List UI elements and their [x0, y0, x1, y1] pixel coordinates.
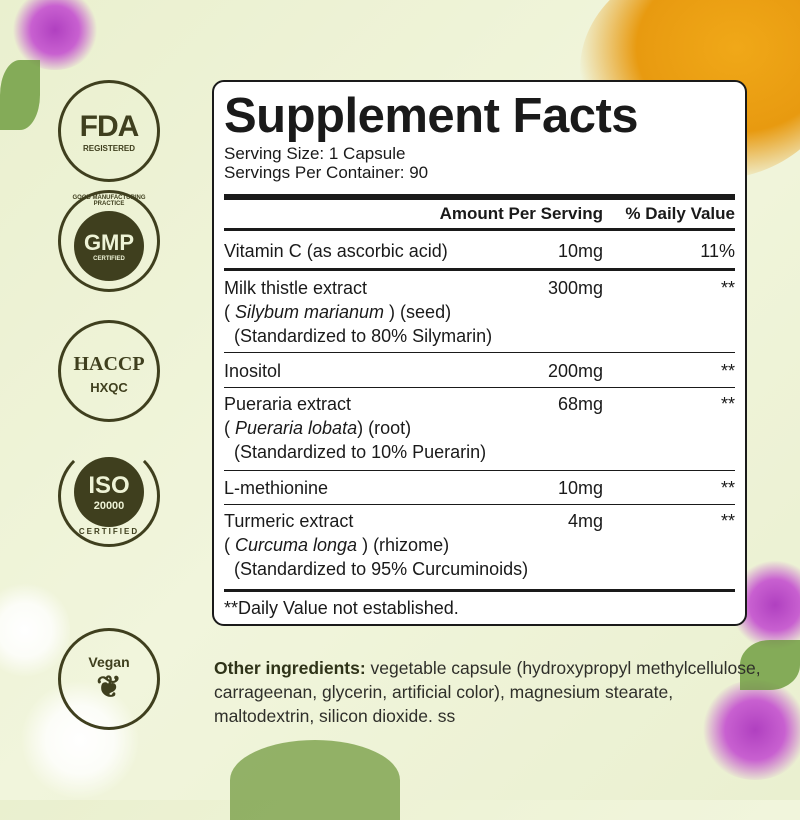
- nutrient-dv: **: [720, 511, 735, 531]
- nutrient-name: Vitamin C (as ascorbic acid): [224, 241, 448, 261]
- badge-title: HACCP: [73, 353, 145, 375]
- nutrient-row: Milk thistle extract ( Silybum marianum …: [224, 278, 735, 346]
- divider: [224, 470, 735, 471]
- plant-part: (seed): [400, 302, 452, 322]
- column-headers: Amount Per Serving % Daily Value: [224, 204, 735, 228]
- badge-title: Vegan: [88, 653, 130, 670]
- nutrient-dv: 11%: [700, 241, 735, 261]
- leaf-image: [0, 60, 40, 130]
- badge-title: GMP: [83, 230, 135, 255]
- fda-registered-badge: FDA REGISTERED: [58, 80, 160, 182]
- nutrient-amount: 10mg: [557, 241, 603, 261]
- footnote: **Daily Value not established.: [224, 598, 459, 618]
- other-ingredients-label: Other ingredients:: [214, 658, 366, 678]
- gmp-certified-badge: GOOD MANUFACTURING PRACTICE GMP CERTIFIED: [58, 190, 160, 292]
- nutrient-dv: **: [720, 478, 735, 498]
- nutrient-row: Pueraria extract ( Pueraria lobata) (roo…: [224, 394, 735, 462]
- badge-title: ISO: [88, 471, 130, 499]
- nutrient-amount: 68mg: [557, 394, 603, 414]
- standardization: (Standardized to 10% Puerarin): [234, 442, 487, 462]
- plant-part: (rhizome): [373, 535, 450, 555]
- badge-subtitle: CERTIFIED: [93, 256, 125, 262]
- serving-size: Serving Size: 1 Capsule: [224, 144, 406, 163]
- nutrient-row: L-methionine 10mg **: [224, 476, 735, 500]
- latin-name: Silybum marianum: [235, 302, 385, 322]
- amount-header: Amount Per Serving: [439, 204, 603, 223]
- divider: [224, 504, 735, 505]
- dandelion-image: [0, 580, 70, 680]
- divider: [224, 228, 735, 231]
- nutrient-name: Turmeric extract: [224, 511, 354, 531]
- leaf-image: [740, 640, 800, 690]
- thick-divider: [224, 194, 735, 200]
- latin-name: Curcuma longa: [235, 535, 358, 555]
- badge-number: 20000: [93, 499, 125, 512]
- nutrient-name: Pueraria extract: [224, 394, 352, 414]
- divider: [224, 387, 735, 388]
- divider: [224, 352, 735, 353]
- thistle-flower-image: [10, 0, 100, 70]
- nutrient-name: Inositol: [224, 361, 282, 381]
- nutrient-row: Turmeric extract ( Curcuma longa ) (rhiz…: [224, 511, 735, 579]
- nutrient-amount: 10mg: [557, 478, 603, 498]
- badge-ring-text: GOOD MANUFACTURING PRACTICE: [72, 195, 146, 207]
- thick-divider: [224, 589, 735, 592]
- supplement-facts-panel: Supplement Facts Serving Size: 1 Capsule…: [212, 80, 747, 626]
- divider: [224, 268, 735, 271]
- other-ingredients: Other ingredients: vegetable capsule (hy…: [214, 656, 774, 728]
- haccp-badge: HACCP HXQC: [58, 320, 160, 422]
- artichoke-image: [230, 740, 400, 820]
- servings-per-container: Servings Per Container: 90: [224, 163, 429, 182]
- nutrient-dv: **: [720, 394, 735, 414]
- nutrient-name: L-methionine: [224, 478, 329, 498]
- badge-subtitle: HXQC: [90, 380, 128, 395]
- leaf-icon: ❦: [96, 670, 122, 704]
- dv-header: % Daily Value: [625, 204, 735, 223]
- vegan-badge: Vegan ❦: [58, 628, 160, 730]
- nutrient-amount: 200mg: [547, 361, 603, 381]
- thistle-flower-image: [700, 680, 800, 780]
- nutrient-dv: **: [720, 361, 735, 381]
- other-ingredients-text: vegetable capsule (hydroxypropyl methylc…: [214, 658, 761, 726]
- standardization: (Standardized to 95% Curcuminoids): [234, 559, 529, 579]
- badge-subtitle: CERTIFIED: [78, 526, 140, 536]
- nutrient-row: Inositol 200mg **: [224, 359, 735, 383]
- nutrient-row: Vitamin C (as ascorbic acid) 10mg 11%: [224, 239, 735, 263]
- badge-title: FDA: [79, 109, 140, 143]
- nutrient-name: Milk thistle extract: [224, 278, 368, 298]
- plant-part: (root): [368, 418, 412, 438]
- badge-subtitle: REGISTERED: [82, 143, 135, 153]
- facts-title: Supplement Facts: [224, 89, 639, 143]
- nutrient-amount: 4mg: [567, 511, 603, 531]
- standardization: (Standardized to 80% Silymarin): [234, 326, 493, 346]
- iso-certified-badge: ISO 20000 CERTIFIED: [58, 445, 160, 547]
- nutrient-dv: **: [720, 278, 735, 298]
- nutrient-amount: 300mg: [547, 278, 603, 298]
- latin-name: Pueraria lobata: [235, 418, 358, 438]
